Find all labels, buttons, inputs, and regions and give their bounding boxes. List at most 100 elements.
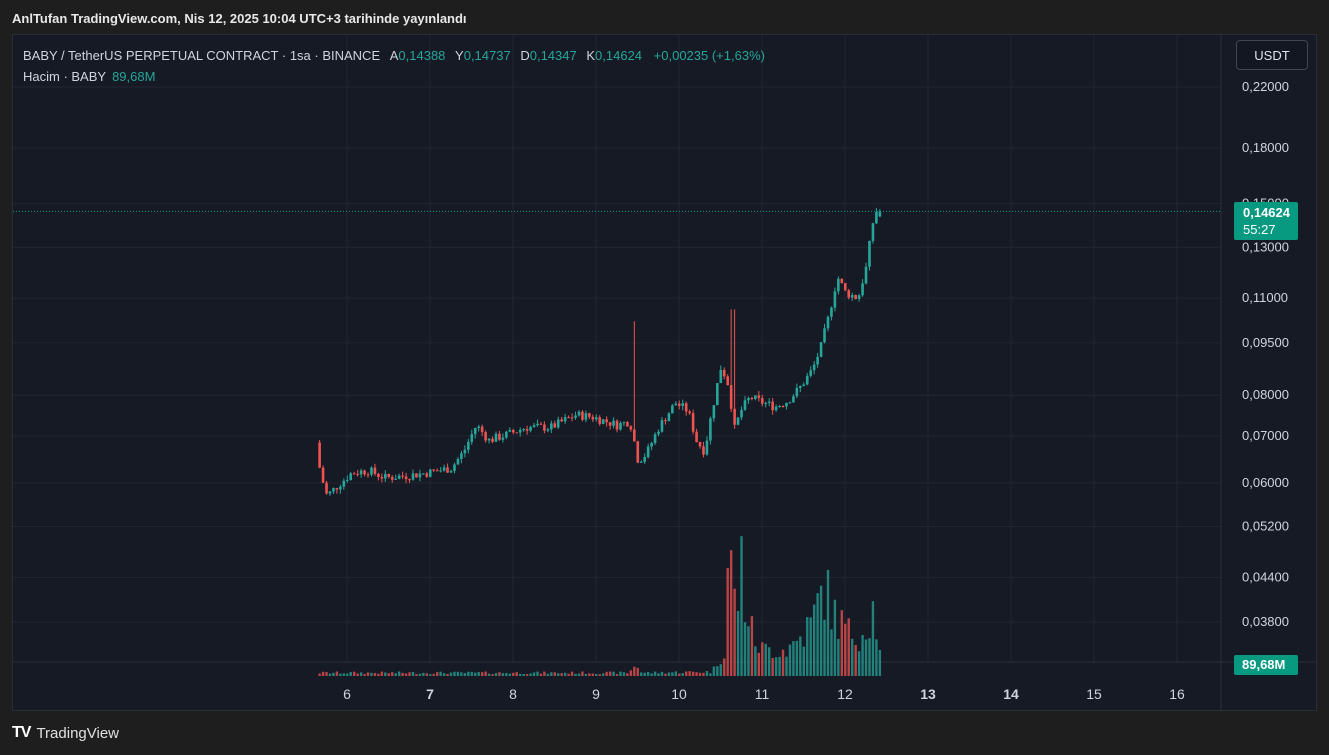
- candle-body: [384, 473, 387, 479]
- volume-bar: [878, 649, 882, 676]
- published-text: AnlTufan TradingView.com, Nis 12, 2025 1…: [12, 10, 467, 26]
- volume-bar: [795, 640, 799, 676]
- volume-bar: [674, 671, 678, 676]
- x-axis-tick-label: 14: [1003, 686, 1019, 702]
- candle-body: [415, 473, 418, 478]
- candle-body: [484, 432, 487, 441]
- candle-body: [518, 429, 522, 433]
- volume-bar: [591, 673, 595, 676]
- volume-bar: [605, 671, 608, 676]
- volume-bar: [553, 672, 556, 676]
- candle-body: [605, 419, 608, 423]
- volume-bar: [570, 671, 574, 676]
- candle-body: [494, 433, 498, 442]
- candle-body: [584, 413, 588, 420]
- candle-body: [799, 386, 802, 388]
- candle-body: [460, 453, 463, 460]
- currency-button[interactable]: USDT: [1236, 40, 1308, 70]
- x-axis-tick-label: 7: [426, 686, 434, 702]
- volume-bar: [629, 670, 633, 676]
- candle-body: [577, 411, 581, 416]
- candle-body: [553, 423, 557, 428]
- volume-bar: [366, 672, 370, 676]
- candle-body: [812, 364, 816, 371]
- volume-bar: [356, 673, 359, 676]
- x-axis-tick-label: 16: [1169, 686, 1185, 702]
- candle-body: [508, 430, 512, 432]
- candle-body: [425, 473, 429, 477]
- candle-body: [335, 488, 339, 490]
- volume-bar: [747, 626, 750, 676]
- volume-bar: [595, 673, 598, 676]
- candle-body: [688, 411, 691, 414]
- candle-body: [439, 470, 442, 472]
- candle-body: [639, 461, 643, 463]
- volume-bar: [463, 673, 467, 676]
- candle-body: [698, 442, 702, 447]
- volume-bar: [712, 666, 716, 676]
- volume-bar: [321, 671, 325, 676]
- candle-body: [432, 469, 436, 471]
- candle-body: [543, 424, 546, 431]
- candle-body: [321, 467, 325, 483]
- candle-body: [633, 429, 636, 442]
- volume-bar: [505, 673, 508, 676]
- chart-legend: BABY / TetherUS PERPETUAL CONTRACT · 1sa…: [23, 45, 765, 87]
- volume-bar: [854, 644, 857, 676]
- candle-body: [428, 469, 432, 477]
- chart-panel[interactable]: 0,220000,180000,150000,130000,110000,095…: [12, 34, 1317, 711]
- candle-body: [453, 464, 456, 471]
- volume-bar: [830, 629, 833, 676]
- volume-bar: [446, 673, 449, 676]
- volume-bar: [781, 649, 785, 676]
- candle-body: [498, 433, 501, 440]
- volume-bar: [380, 671, 384, 676]
- candle-body: [529, 426, 532, 431]
- candle-body: [871, 223, 875, 241]
- candle-body: [556, 419, 560, 428]
- candle-body: [511, 430, 515, 433]
- volume-bar: [557, 673, 560, 676]
- volume-bar: [318, 673, 321, 676]
- volume-bar: [411, 671, 415, 676]
- volume-label[interactable]: Hacim · BABY: [23, 69, 107, 84]
- candle-body: [363, 470, 366, 475]
- volume-bar: [743, 622, 747, 676]
- candle-body: [740, 409, 743, 418]
- volume-bar: [328, 673, 332, 676]
- volume-bar: [550, 672, 553, 676]
- candle-body: [691, 413, 695, 432]
- candle-body: [522, 429, 525, 431]
- volume-bar: [695, 672, 698, 676]
- volume-bar: [325, 672, 328, 676]
- volume-bar: [861, 634, 864, 676]
- volume-bar: [764, 643, 767, 676]
- volume-bar: [640, 672, 643, 676]
- candle-body: [646, 446, 650, 458]
- volume-bar: [857, 651, 861, 676]
- volume-bar: [352, 671, 356, 676]
- candle-body: [601, 419, 605, 424]
- volume-bar: [837, 638, 840, 676]
- symbol-title[interactable]: BABY / TetherUS PERPETUAL CONTRACT · 1sa…: [23, 48, 381, 63]
- candle-body: [536, 423, 539, 426]
- volume-bar: [581, 671, 584, 676]
- chart-canvas[interactable]: 0,220000,180000,150000,130000,110000,095…: [13, 35, 1316, 710]
- volume-bar: [691, 671, 695, 676]
- candle-body: [719, 369, 723, 384]
- volume-bar: [868, 638, 871, 676]
- volume-bar: [653, 671, 657, 676]
- volume-bar: [435, 672, 439, 676]
- candle-body: [864, 266, 868, 284]
- volume-bar: [397, 671, 401, 676]
- candle-body: [771, 401, 774, 411]
- close-value: 0,14624: [595, 48, 643, 63]
- volume-bar: [601, 673, 605, 676]
- volume-bar: [387, 673, 390, 676]
- volume-bar: [584, 674, 588, 676]
- volume-bar: [515, 672, 518, 676]
- candle-body: [612, 420, 615, 426]
- candle-body: [515, 432, 519, 434]
- footer-brand: TV TradingView: [12, 722, 119, 744]
- y-axis-tick-label: 0,06000: [1242, 475, 1289, 490]
